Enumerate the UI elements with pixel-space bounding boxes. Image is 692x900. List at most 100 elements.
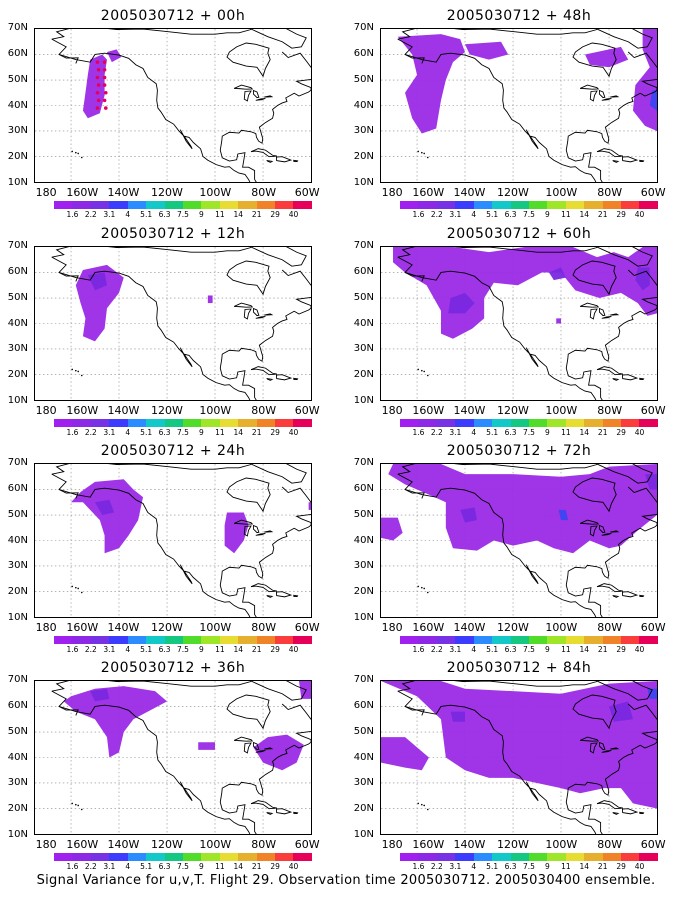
latitude-tick-label: 50N xyxy=(7,291,28,303)
latitude-tick-label: 30N xyxy=(353,125,374,137)
colorbar-segment xyxy=(602,201,622,209)
signal-variance-map xyxy=(34,680,312,835)
longitude-tick-label: 180 xyxy=(35,621,57,634)
longitude-tick-label: 160W xyxy=(66,838,99,851)
colorbar-label: 14 xyxy=(233,645,244,654)
map-panel-right: 2005030712 + 72h 70N 60N 50N 40N 30N 20N 10N 180… xyxy=(346,443,676,654)
colorbar-label: 40 xyxy=(634,862,645,871)
observation-marker xyxy=(95,75,100,80)
latitude-tick-label: 20N xyxy=(7,369,28,381)
colorbar-label: 3.1 xyxy=(103,428,116,437)
longitude-tick-label: 160W xyxy=(412,404,445,417)
signal-variance-map xyxy=(34,463,312,618)
colorbar-segment xyxy=(146,201,165,209)
map-panel-left: 2005030712 + 24h 70N 60N 50N 40N 30N 20N 10N 180… xyxy=(0,443,330,654)
colorbar-label: 11 xyxy=(561,862,571,871)
observation-marker xyxy=(96,83,101,87)
colorbar-segment xyxy=(639,201,658,209)
colorbar-label: 7.5 xyxy=(523,862,535,871)
longitude-tick-label: 120W xyxy=(151,621,183,634)
colorbar-segment xyxy=(547,419,566,427)
colorbar-label: 6.3 xyxy=(504,862,517,871)
longitude-tick-label: 180 xyxy=(35,838,57,851)
latitude-tick-label: 70N xyxy=(353,457,374,468)
colorbar-label: 21 xyxy=(251,428,262,437)
colorbar-label: 1.6 xyxy=(412,862,425,871)
signal-variance-map xyxy=(34,28,312,183)
longitude-tick-label: 140W xyxy=(107,186,140,199)
map-canvas xyxy=(381,247,657,400)
longitude-tick-label: 80W xyxy=(597,186,623,199)
colorbar-segment xyxy=(621,636,640,644)
colorbar-label: 6.3 xyxy=(504,428,517,437)
longitude-tick-label: 140W xyxy=(107,621,140,634)
variance-shade xyxy=(94,499,115,516)
panel-title: 2005030712 + 24h xyxy=(100,443,246,459)
colorbar-label: 3.1 xyxy=(449,210,462,219)
map-canvas xyxy=(35,29,311,182)
colorbar-segment xyxy=(473,636,493,644)
latitude-tick-label: 30N xyxy=(7,560,28,572)
latitude-tick-label: 10N xyxy=(7,612,28,623)
colorbar-segment xyxy=(492,853,511,861)
map-canvas xyxy=(35,247,311,400)
panel-title: 2005030712 + 00h xyxy=(100,8,246,24)
colorbar-label: 11 xyxy=(561,210,571,219)
colorbar-label: 21 xyxy=(251,645,262,654)
longitude-tick-label: 160W xyxy=(412,621,445,634)
latitude-tick-label: 70N xyxy=(353,22,374,33)
colorbar-segment xyxy=(293,636,312,644)
longitude-tick-label: 100W xyxy=(545,186,578,199)
variance-shade xyxy=(393,247,657,339)
colorbar-label: 11 xyxy=(561,428,571,437)
observation-marker xyxy=(102,75,107,80)
colorbar-segment xyxy=(639,636,658,644)
colorbar-label: 21 xyxy=(597,428,608,437)
colorbar-label: 9 xyxy=(545,428,550,437)
observation-marker xyxy=(102,67,107,72)
colorbar-label: 9 xyxy=(199,428,204,437)
colorbar-label: 9 xyxy=(199,645,204,654)
colorbar-segment xyxy=(584,853,603,861)
latitude-tick-label: 60N xyxy=(353,265,374,277)
colorbar-label: 7.5 xyxy=(523,645,535,654)
colorbar-segment xyxy=(164,201,183,209)
colorbar-segment xyxy=(492,636,511,644)
longitude-tick-label: 120W xyxy=(151,186,183,199)
colorbar-label: 9 xyxy=(199,210,204,219)
observation-marker xyxy=(95,60,100,64)
variance-shade xyxy=(90,688,110,702)
colorbar-segment xyxy=(418,419,437,427)
longitude-tick-label: 60W xyxy=(640,621,666,634)
colorbar-segment xyxy=(72,419,91,427)
colorbar-segment xyxy=(492,201,511,209)
longitude-tick-label: 100W xyxy=(199,404,232,417)
colorbar-segment xyxy=(182,201,202,209)
longitude-tick-label: 180 xyxy=(381,838,403,851)
colorbar-segment xyxy=(584,636,603,644)
colorbar-label: 11 xyxy=(561,645,571,654)
map-canvas xyxy=(381,29,657,182)
colorbar-label: 4 xyxy=(125,645,131,654)
colorbar-label: 2.2 xyxy=(430,428,443,437)
colorbar-segment xyxy=(602,636,622,644)
latitude-tick-label: 20N xyxy=(7,151,28,163)
colorbar-label: 5.1 xyxy=(486,862,499,871)
variance-shade xyxy=(548,267,566,281)
colorbar-label: 7.5 xyxy=(177,210,189,219)
colorbar-label: 4 xyxy=(471,428,477,437)
latitude-tick-label: 40N xyxy=(7,99,28,111)
colorbar-segment xyxy=(72,636,91,644)
map-canvas xyxy=(381,464,657,617)
colorbar-segment xyxy=(473,201,493,209)
colorbar-segment xyxy=(219,201,239,209)
colorbar-label: 7.5 xyxy=(523,210,535,219)
latitude-tick-label: 40N xyxy=(7,751,28,763)
colorbar-segment xyxy=(602,853,622,861)
latitude-tick-label: 60N xyxy=(353,47,374,59)
colorbar-segment xyxy=(584,201,603,209)
colorbar-segment xyxy=(418,853,437,861)
colorbar-segment xyxy=(109,201,128,209)
colorbar-label: 2.2 xyxy=(84,645,97,654)
variance-shade xyxy=(308,502,311,510)
